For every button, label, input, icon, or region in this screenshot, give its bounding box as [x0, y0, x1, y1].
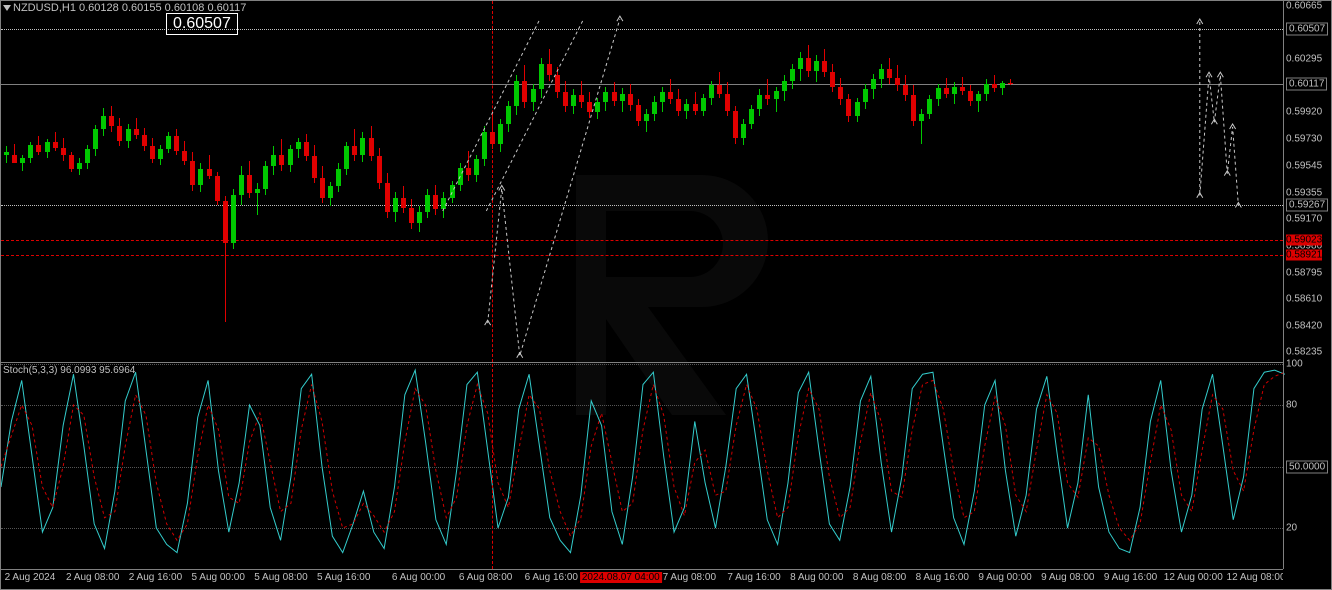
time-label: 9 Aug 00:00	[978, 572, 1031, 583]
target-price-label: 0.60507	[166, 13, 238, 35]
time-label: 9 Aug 16:00	[1104, 572, 1157, 583]
stoch-gridline	[1, 528, 1283, 529]
highlighted-time-label: 2024.08.07 04:00	[580, 572, 662, 583]
horizontal-level-line	[1, 255, 1283, 256]
time-label: 2 Aug 2024	[5, 572, 56, 583]
horizontal-level-line	[1, 84, 1283, 85]
stoch-gridline	[1, 364, 1283, 365]
price-tick: 0.60665	[1286, 0, 1322, 11]
time-label: 8 Aug 16:00	[916, 572, 969, 583]
direction-arrow-icon	[3, 5, 11, 11]
time-label: 8 Aug 00:00	[790, 572, 843, 583]
price-axis: 0.606650.604800.602950.601170.599200.597…	[1283, 1, 1331, 569]
horizontal-level-line	[1, 240, 1283, 241]
time-label: 5 Aug 00:00	[192, 572, 245, 583]
price-tick: 0.60295	[1286, 53, 1322, 64]
price-tick: 0.59355	[1286, 187, 1322, 198]
time-axis: 2 Aug 2024 2 Aug 08:00 2 Aug 16:00 5 Aug 00…	[1, 569, 1283, 589]
time-label: 12 Aug 08:00	[1227, 572, 1283, 583]
vertical-time-marker	[492, 364, 493, 569]
time-label: 6 Aug 08:00	[459, 572, 512, 583]
stoch-tick: 100	[1286, 359, 1303, 370]
price-tick: 0.59170	[1286, 214, 1322, 225]
price-level-tag: 0.59267	[1286, 199, 1328, 212]
price-tick: 0.58795	[1286, 267, 1322, 278]
time-label: 12 Aug 00:00	[1164, 572, 1223, 583]
price-level-tag: 0.58921	[1286, 249, 1322, 260]
time-label: 6 Aug 16:00	[525, 572, 578, 583]
price-level-tag: 0.60507	[1286, 22, 1328, 35]
price-tick: 0.59730	[1286, 134, 1322, 145]
time-label: 7 Aug 16:00	[727, 572, 780, 583]
price-tick: 0.59920	[1286, 107, 1322, 118]
stoch-tick: 20	[1286, 523, 1297, 534]
vertical-time-marker	[492, 1, 493, 362]
price-tick: 0.58235	[1286, 347, 1322, 358]
time-label: 7 Aug 08:00	[663, 572, 716, 583]
time-label: 2 Aug 08:00	[66, 572, 119, 583]
stochastic-panel[interactable]: Stoch(5,3,3) 96.0993 95.6964	[1, 364, 1283, 569]
time-label: 8 Aug 08:00	[853, 572, 906, 583]
time-label: 2 Aug 16:00	[129, 572, 182, 583]
price-level-tag: 0.59023	[1286, 235, 1322, 246]
price-level-tag: 0.60117	[1286, 78, 1327, 91]
stoch-midline-tag: 50.0000	[1286, 460, 1328, 473]
price-tick: 0.58420	[1286, 320, 1322, 331]
stoch-tick: 80	[1286, 400, 1297, 411]
price-tick: 0.58610	[1286, 293, 1322, 304]
time-label: 5 Aug 16:00	[317, 572, 370, 583]
stoch-gridline	[1, 467, 1283, 468]
horizontal-level-line	[1, 205, 1283, 206]
price-tick: 0.59545	[1286, 160, 1322, 171]
time-label: 5 Aug 08:00	[254, 572, 307, 583]
stoch-gridline	[1, 405, 1283, 406]
time-label: 6 Aug 00:00	[392, 572, 445, 583]
stochastic-header: Stoch(5,3,3) 96.0993 95.6964	[3, 365, 135, 376]
chart-root: NZDUSD,H1 0.60128 0.60155 0.60108 0.6011…	[0, 0, 1332, 590]
price-chart-panel[interactable]: NZDUSD,H1 0.60128 0.60155 0.60108 0.6011…	[1, 1, 1283, 363]
time-label: 9 Aug 08:00	[1041, 572, 1094, 583]
